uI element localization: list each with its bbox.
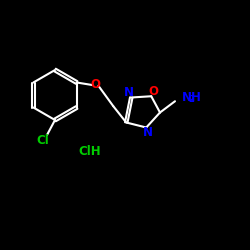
Text: ClH: ClH bbox=[79, 145, 101, 158]
Text: NH: NH bbox=[182, 91, 202, 104]
Text: N: N bbox=[124, 86, 134, 98]
Text: Cl: Cl bbox=[36, 134, 49, 146]
Text: N: N bbox=[142, 126, 152, 140]
Text: O: O bbox=[149, 85, 159, 98]
Text: O: O bbox=[90, 78, 101, 92]
Text: 2: 2 bbox=[189, 95, 195, 104]
